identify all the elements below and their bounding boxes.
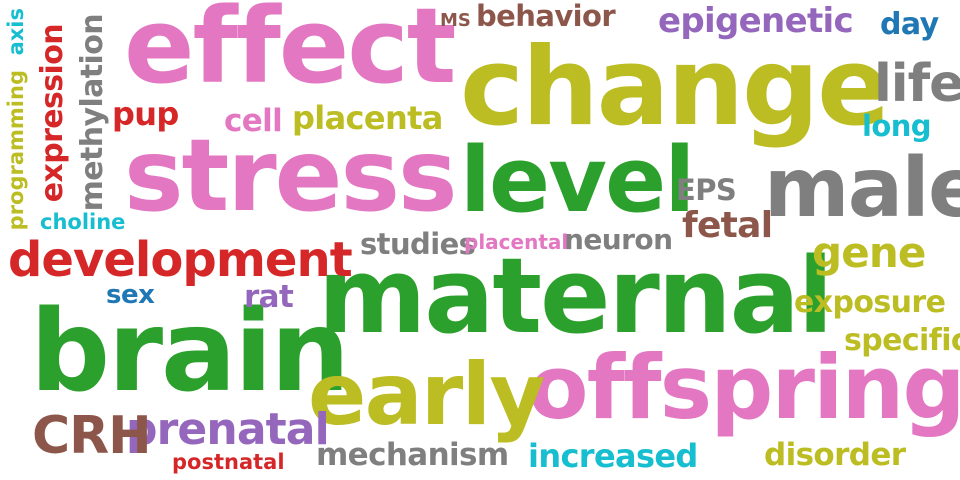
- word-behavior: behavior: [476, 0, 616, 33]
- word-pup: pup: [112, 95, 179, 133]
- word-exposure: exposure: [794, 285, 946, 320]
- word-effect: effect: [124, 0, 457, 107]
- word-increased: increased: [528, 437, 698, 475]
- word-axis: axis: [4, 8, 28, 56]
- word-maternal: maternal: [318, 235, 833, 357]
- word-neuron: neuron: [564, 223, 673, 256]
- word-cell: cell: [224, 103, 283, 139]
- word-ms: MS: [440, 10, 471, 31]
- word-level: level: [460, 128, 695, 233]
- word-early: early: [308, 345, 545, 445]
- word-offspring: offspring: [528, 336, 960, 439]
- word-epigenetic: epigenetic: [658, 1, 854, 41]
- word-long: long: [862, 109, 932, 143]
- word-crh: CRH: [32, 406, 152, 466]
- word-specific: specific: [844, 323, 960, 358]
- word-programming: programming: [4, 70, 28, 231]
- word-eps: EPS: [676, 173, 737, 207]
- word-placental: placental: [464, 230, 569, 254]
- word-disorder: disorder: [764, 437, 906, 473]
- word-fetal: fetal: [682, 205, 773, 246]
- word-rat: rat: [244, 279, 294, 315]
- word-gene: gene: [812, 228, 926, 277]
- word-postnatal: postnatal: [172, 450, 285, 474]
- word-expression: expression: [35, 24, 70, 203]
- word-sex: sex: [106, 280, 155, 310]
- word-life: life: [874, 54, 960, 114]
- word-choline: choline: [40, 210, 126, 234]
- word-day: day: [880, 7, 939, 42]
- word-studies: studies: [360, 227, 476, 261]
- word-change: change: [460, 25, 890, 150]
- word-brain: brain: [30, 287, 350, 417]
- word-development: development: [8, 232, 353, 288]
- word-methylation: methylation: [75, 14, 110, 212]
- word-placenta: placenta: [292, 99, 443, 137]
- word-stress: stress: [124, 117, 458, 234]
- word-male: male: [764, 141, 960, 236]
- word-mechanism: mechanism: [316, 437, 509, 473]
- word-prenatal: prenatal: [126, 404, 330, 455]
